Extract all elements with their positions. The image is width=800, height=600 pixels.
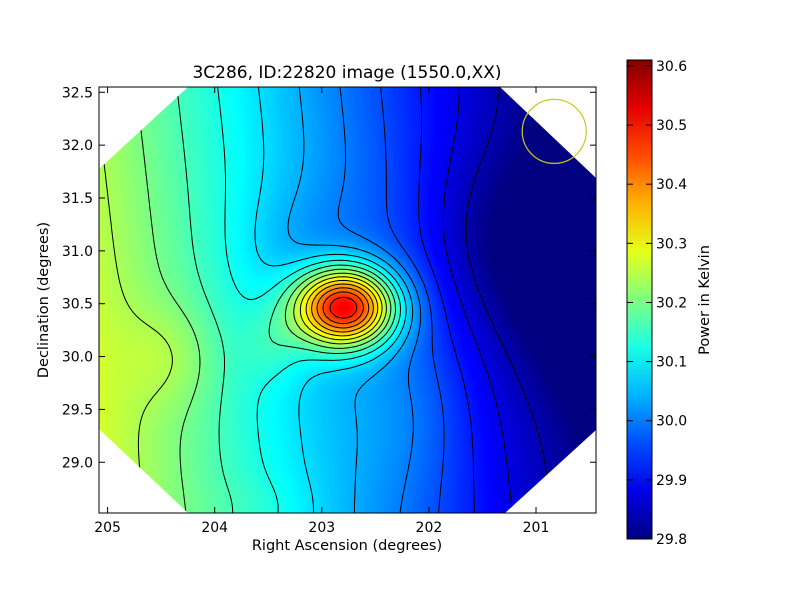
y-tick-label: 30.0 (62, 350, 93, 366)
contour-level-7 (217, 87, 401, 513)
contour-level-6 (254, 87, 407, 513)
colorbar-tick-label: 29.8 (656, 532, 687, 548)
y-tick-label: 30.5 (62, 297, 93, 313)
y-axis: 29.0 29.5 30.0 30.5 31.0 31.5 32.0 32.5 (62, 85, 596, 471)
y-tick-label: 31.5 (62, 191, 93, 207)
contour-level-12 (305, 279, 379, 337)
y-tick-label: 32.0 (62, 138, 93, 154)
y-axis-label: Declination (degrees) (36, 222, 52, 378)
x-tick-label: 202 (416, 520, 443, 536)
contour-level-16 (329, 296, 358, 319)
y-tick-label: 31.0 (62, 244, 93, 260)
colorbar-label: Power in Kelvin (697, 245, 713, 355)
x-tick-label: 205 (94, 520, 121, 536)
y-tick-label: 32.5 (62, 85, 93, 101)
plot-frame (98, 86, 597, 514)
contour-level-5 (287, 87, 414, 513)
y-tick-label: 29.0 (62, 455, 93, 471)
colorbar-tick-label: 30.0 (656, 414, 687, 430)
contour-level-8 (176, 87, 396, 513)
colorbar-tick-label: 29.9 (656, 473, 687, 489)
x-tick-label: 201 (523, 520, 550, 536)
x-axis-label: Right Ascension (degrees) (252, 538, 442, 554)
colorbar (626, 59, 653, 540)
x-axis: 205 204 203 202 201 (94, 87, 549, 536)
colorbar-axis: 29.8 29.9 30.0 30.1 30.2 30.3 30.4 30.5 30.6 (627, 59, 687, 548)
contour-level-13 (311, 283, 374, 333)
contour-level-4 (337, 87, 422, 513)
colorbar-tick-label: 30.6 (656, 59, 687, 75)
contour-level-14 (316, 287, 370, 329)
colorbar-tick-label: 30.2 (656, 295, 687, 311)
contour-level-15 (322, 291, 364, 325)
beam-marker (521, 98, 587, 164)
colorbar-tick-label: 30.3 (656, 236, 687, 252)
contour-level-2 (418, 87, 475, 513)
colorbar-tick-label: 30.5 (656, 118, 687, 134)
chart-title: 3C286, ID:22820 image (1550.0,XX) (192, 63, 501, 83)
colorbar-tick-label: 30.4 (656, 177, 687, 193)
heatmap-image (99, 87, 596, 513)
contour-lines (99, 87, 553, 513)
y-tick-label: 29.5 (62, 402, 93, 418)
x-tick-label: 204 (201, 520, 228, 536)
x-tick-label: 203 (308, 520, 335, 536)
colorbar-tick-label: 30.1 (656, 355, 687, 371)
